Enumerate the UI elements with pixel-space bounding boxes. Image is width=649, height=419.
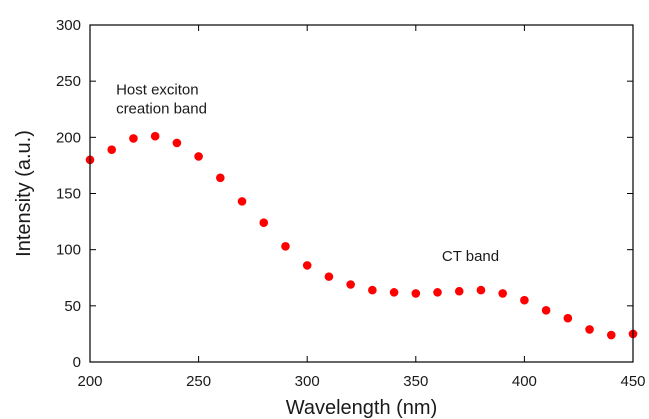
data-point bbox=[433, 288, 442, 297]
data-point bbox=[563, 313, 573, 323]
x-tick-label: 450 bbox=[620, 373, 645, 390]
data-point bbox=[368, 285, 377, 295]
y-tick-label: 200 bbox=[56, 129, 81, 146]
annotations: Host exciton creation band CT band bbox=[116, 82, 499, 265]
data-point bbox=[520, 295, 529, 305]
x-axis-title: Wavelength (nm) bbox=[286, 397, 438, 419]
data-point bbox=[302, 261, 312, 270]
y-axis-title: Intensity (a.u.) bbox=[13, 130, 35, 257]
y-tick-label: 250 bbox=[56, 73, 81, 90]
data-point bbox=[281, 241, 290, 251]
x-tick-label: 200 bbox=[77, 373, 102, 390]
data-point bbox=[585, 325, 594, 334]
annotation-line: creation band bbox=[116, 101, 207, 118]
data-point bbox=[389, 288, 399, 297]
annotation-label: Host exciton creation band bbox=[116, 82, 207, 118]
data-point bbox=[194, 152, 203, 161]
data-point bbox=[172, 138, 182, 148]
y-tick-label: 100 bbox=[56, 242, 81, 259]
annotation-line: CT band bbox=[442, 248, 499, 265]
x-tick-label: 350 bbox=[403, 373, 428, 390]
x-tick-label: 400 bbox=[512, 373, 537, 390]
plot-area-frame bbox=[89, 24, 634, 363]
y-tick-label: 300 bbox=[56, 17, 81, 34]
data-point bbox=[346, 280, 355, 289]
data-point bbox=[541, 306, 551, 315]
data-point bbox=[107, 145, 117, 154]
data-point bbox=[150, 131, 160, 141]
data-point bbox=[411, 289, 421, 298]
annotation-label: CT band bbox=[442, 248, 499, 265]
y-axis-ticks: 0 50 100 150 200 250 300 bbox=[56, 17, 633, 371]
data-point bbox=[606, 330, 616, 340]
data-point bbox=[454, 286, 464, 296]
data-point bbox=[216, 173, 225, 183]
data-point bbox=[498, 289, 507, 298]
data-point bbox=[324, 272, 334, 281]
x-axis-ticks: 200 250 300 350 400 450 bbox=[77, 25, 646, 390]
y-tick-label: 150 bbox=[56, 186, 81, 203]
x-tick-label: 250 bbox=[186, 373, 211, 390]
data-point bbox=[476, 285, 486, 295]
data-point bbox=[259, 218, 269, 228]
data-points bbox=[85, 131, 638, 340]
data-point bbox=[129, 134, 138, 143]
data-point bbox=[237, 197, 247, 206]
x-tick-label: 300 bbox=[295, 373, 320, 390]
y-tick-label: 0 bbox=[73, 354, 81, 371]
y-tick-label: 50 bbox=[64, 298, 81, 315]
annotation-line: Host exciton bbox=[116, 82, 199, 99]
